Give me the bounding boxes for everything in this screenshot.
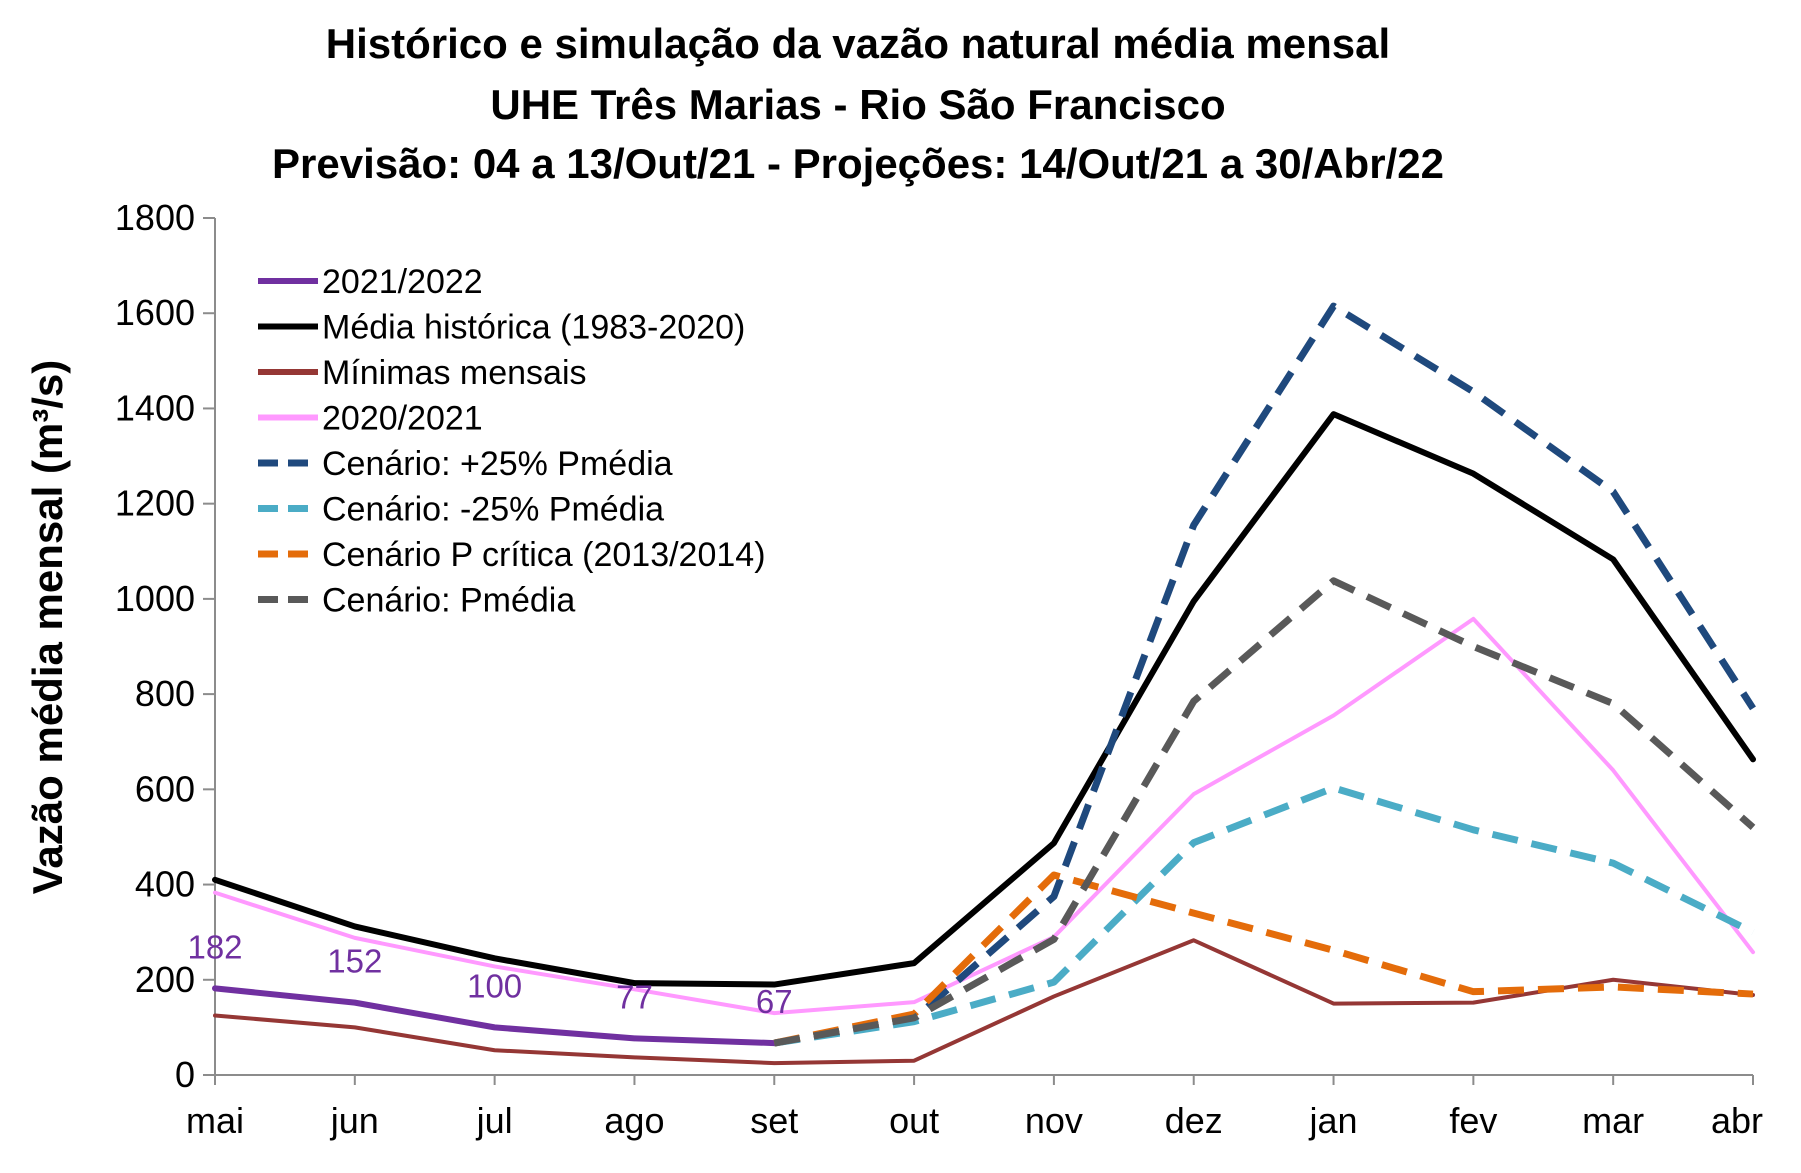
legend-entry: Cenário: Pmédia	[322, 582, 575, 620]
legend-entry: 2021/2022	[322, 263, 483, 301]
legend-entry: 2020/2021	[322, 400, 483, 438]
series-line	[212, 411, 1756, 988]
series-line	[213, 938, 1755, 1066]
series-line	[773, 302, 1756, 1047]
chart-title-line-2: UHE Três Marias - Rio São Francisco	[490, 81, 1225, 128]
y-tick-label: 600	[135, 768, 195, 809]
legend-entry: Média histórica (1983-2020)	[322, 309, 745, 347]
legend-entry: Cenário: +25% Pmédia	[322, 445, 673, 483]
y-tick-label: 1200	[115, 483, 195, 524]
y-tick-label: 1600	[115, 292, 195, 333]
y-tick-label: 200	[135, 959, 195, 1000]
series-layer	[212, 302, 1756, 1066]
series-line	[773, 871, 1754, 1047]
chart-title-line-1: Histórico e simulação da vazão natural m…	[326, 20, 1390, 67]
x-tick-label: mai	[186, 1100, 244, 1141]
x-tick-label: out	[889, 1100, 939, 1141]
x-tick-label: jun	[330, 1100, 379, 1141]
y-axis-label: Vazão média mensal (m³/s)	[24, 360, 71, 895]
x-tick-label: dez	[1165, 1100, 1223, 1141]
legend-entry: Mínimas mensais	[322, 354, 587, 392]
data-label: 77	[616, 978, 653, 1015]
x-tick-label: jul	[476, 1100, 513, 1141]
series-line	[773, 577, 1756, 1047]
x-tick-label: set	[750, 1100, 798, 1141]
series-line	[212, 985, 778, 1047]
series-line	[213, 616, 1755, 1016]
legend-entry: Cenário: -25% Pmédia	[322, 491, 664, 529]
data-label: 152	[327, 943, 382, 980]
y-tick-label: 1800	[115, 197, 195, 238]
data-label: 182	[187, 928, 242, 965]
y-tick-label: 800	[135, 673, 195, 714]
y-tick-label: 1000	[115, 578, 195, 619]
data-label: 67	[756, 983, 793, 1020]
x-tick-label: ago	[604, 1100, 664, 1141]
x-tick-label: jan	[1309, 1100, 1358, 1141]
y-tick-label: 0	[175, 1054, 195, 1095]
chart-title-line-3: Previsão: 04 a 13/Out/21 - Projeções: 14…	[272, 140, 1444, 187]
legend: 2021/2022 Média histórica (1983-2020) Míni…	[258, 263, 766, 620]
x-tick-label: nov	[1025, 1100, 1083, 1141]
axes: 0 200 400 600 800 1000 1200 1400 1600 1800 mai jun j…	[115, 197, 1763, 1141]
series-line	[773, 784, 1755, 1047]
data-label: 100	[467, 967, 522, 1004]
x-tick-label: abr	[1711, 1100, 1763, 1141]
y-tick-label: 400	[135, 864, 195, 905]
y-tick-label: 1400	[115, 387, 195, 428]
data-labels: 182 152 100 77 67	[187, 928, 792, 1020]
x-tick-label: fev	[1449, 1100, 1497, 1141]
legend-entry: Cenário P crítica (2013/2014)	[322, 536, 766, 574]
x-tick-label: mar	[1582, 1100, 1644, 1141]
